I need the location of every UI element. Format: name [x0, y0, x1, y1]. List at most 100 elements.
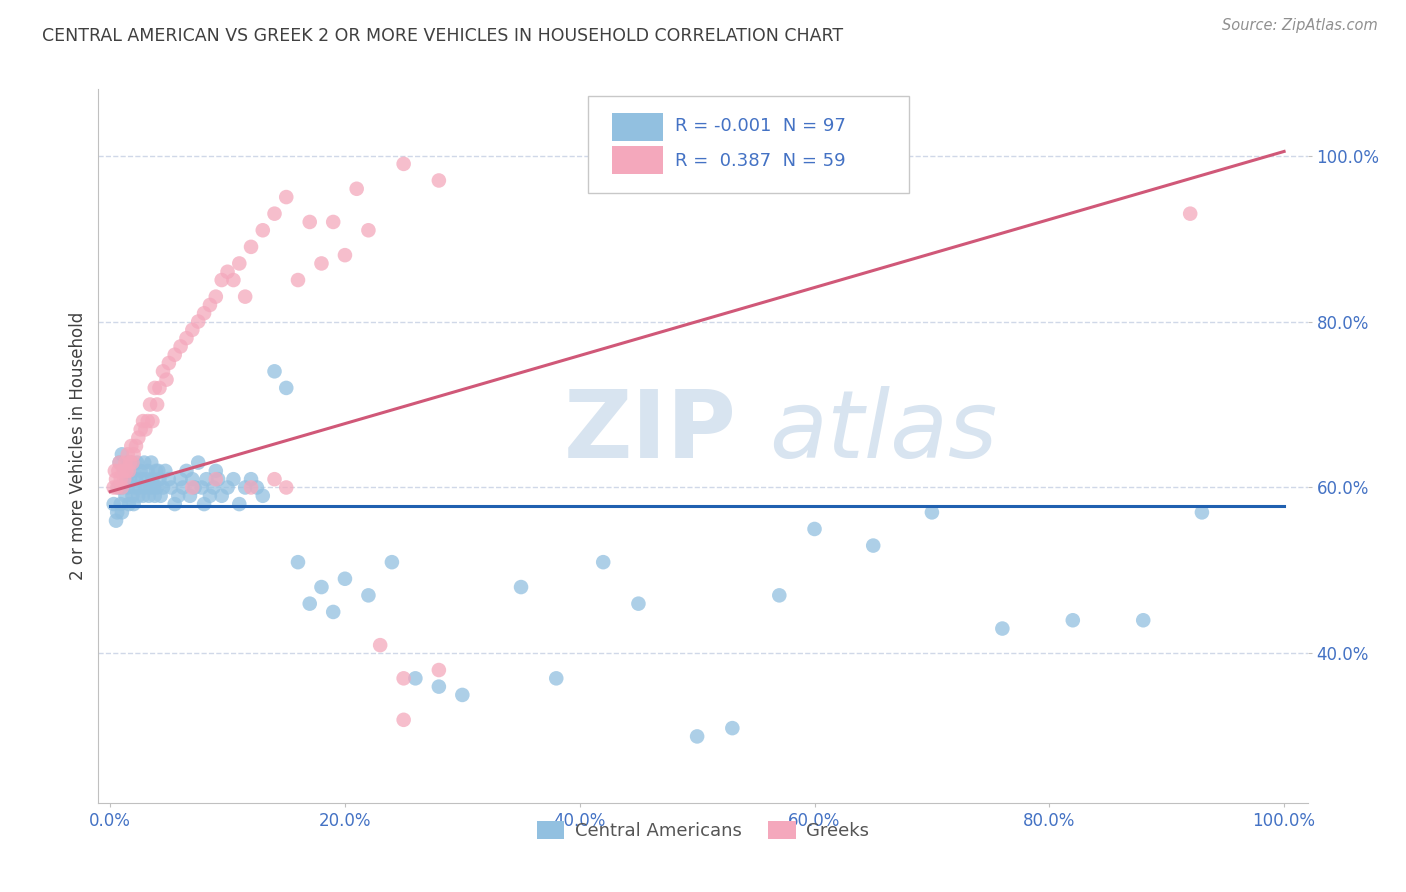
Point	[145, 464, 167, 478]
Text: R =  0.387  N = 59: R = 0.387 N = 59	[675, 152, 846, 169]
Point	[134, 456, 156, 470]
Point	[120, 439, 142, 453]
Point	[768, 588, 790, 602]
Point	[991, 622, 1014, 636]
Point	[193, 497, 215, 511]
Point	[404, 671, 426, 685]
Point	[181, 481, 204, 495]
Point	[183, 481, 205, 495]
Point	[163, 348, 186, 362]
Point	[240, 481, 263, 495]
Point	[135, 472, 157, 486]
Y-axis label: 2 or more Vehicles in Household: 2 or more Vehicles in Household	[69, 312, 87, 580]
Point	[287, 555, 309, 569]
Point	[176, 464, 198, 478]
Point	[546, 671, 568, 685]
Point	[1180, 207, 1202, 221]
Point	[228, 497, 250, 511]
Point	[122, 464, 145, 478]
Point	[129, 422, 152, 436]
Point	[172, 481, 194, 495]
Point	[129, 464, 152, 478]
Point	[222, 472, 245, 486]
Point	[222, 273, 245, 287]
Point	[246, 481, 269, 495]
Point	[276, 381, 298, 395]
Point	[127, 456, 149, 470]
Point	[198, 489, 221, 503]
Point	[128, 481, 150, 495]
Point	[117, 481, 139, 495]
Point	[311, 256, 333, 270]
Point	[263, 207, 285, 221]
Point	[207, 472, 229, 486]
Point	[169, 472, 191, 486]
Point	[193, 306, 215, 320]
Point	[146, 397, 169, 411]
Point	[157, 472, 180, 486]
Point	[287, 273, 309, 287]
Point	[427, 173, 450, 187]
Point	[451, 688, 474, 702]
Point	[117, 447, 139, 461]
Point	[157, 356, 180, 370]
Point	[381, 555, 404, 569]
Point	[121, 456, 143, 470]
Point	[592, 555, 614, 569]
Point	[510, 580, 533, 594]
Point	[127, 489, 149, 503]
Point	[195, 472, 218, 486]
FancyBboxPatch shape	[613, 146, 664, 174]
Point	[427, 663, 450, 677]
Point	[141, 472, 163, 486]
Point	[1191, 505, 1213, 519]
Point	[217, 481, 239, 495]
Point	[104, 464, 127, 478]
Text: CENTRAL AMERICAN VS GREEK 2 OR MORE VEHICLES IN HOUSEHOLD CORRELATION CHART: CENTRAL AMERICAN VS GREEK 2 OR MORE VEHI…	[42, 27, 844, 45]
Point	[921, 505, 943, 519]
Point	[169, 339, 191, 353]
Point	[112, 472, 135, 486]
Point	[187, 456, 209, 470]
Point	[136, 414, 159, 428]
Point	[105, 472, 128, 486]
Point	[322, 605, 344, 619]
Point	[181, 323, 204, 337]
Point	[392, 671, 415, 685]
Point	[111, 481, 134, 495]
Point	[115, 464, 138, 478]
Point	[127, 431, 149, 445]
Point	[160, 481, 183, 495]
Point	[152, 481, 174, 495]
Point	[204, 472, 226, 486]
Point	[134, 481, 156, 495]
Point	[142, 481, 165, 495]
Point	[132, 489, 155, 503]
Point	[136, 464, 159, 478]
Point	[103, 481, 125, 495]
Point	[108, 456, 131, 470]
Point	[103, 497, 125, 511]
Text: Source: ZipAtlas.com: Source: ZipAtlas.com	[1222, 18, 1378, 33]
Point	[357, 223, 380, 237]
Point	[120, 456, 142, 470]
Point	[276, 481, 298, 495]
Point	[143, 489, 166, 503]
Point	[311, 580, 333, 594]
Point	[143, 381, 166, 395]
Point	[146, 481, 169, 495]
Point	[368, 638, 391, 652]
Point	[392, 713, 415, 727]
Point	[114, 489, 136, 503]
Point	[333, 248, 356, 262]
Point	[228, 256, 250, 270]
Point	[124, 481, 146, 495]
Point	[427, 680, 450, 694]
Point	[110, 497, 132, 511]
Point	[211, 489, 233, 503]
Point	[276, 190, 298, 204]
Point	[105, 481, 128, 495]
Point	[121, 489, 143, 503]
Point	[110, 472, 132, 486]
Point	[138, 489, 160, 503]
